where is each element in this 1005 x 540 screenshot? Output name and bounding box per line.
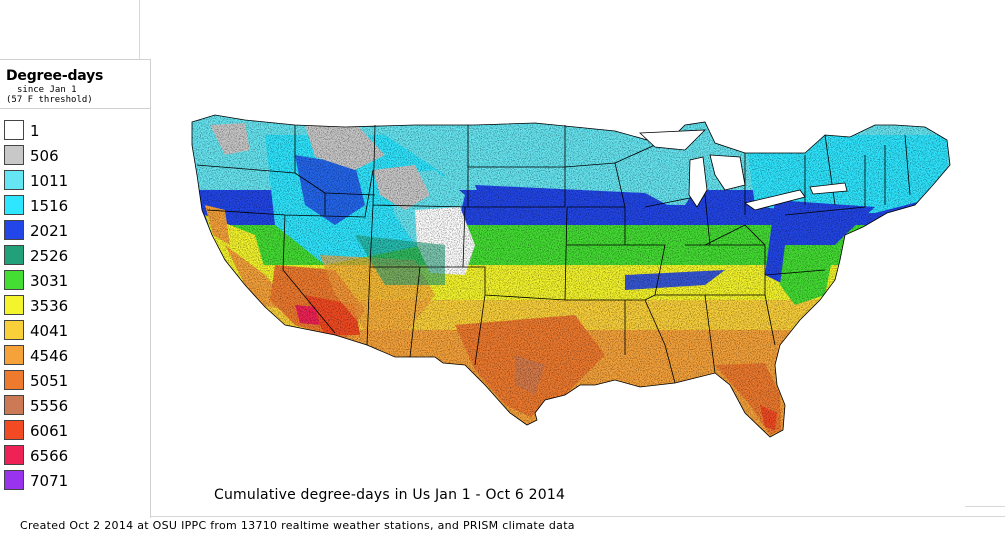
legend-item: 4041 [4, 320, 144, 340]
legend-value: 4041 [30, 322, 69, 340]
legend-item: 3536 [4, 295, 144, 315]
legend-swatch [4, 345, 24, 365]
legend-value: 6566 [30, 447, 69, 465]
legend-swatch [4, 445, 24, 465]
legend-swatch [4, 120, 24, 140]
legend-item: 6566 [4, 445, 144, 465]
legend-value: 5556 [30, 397, 69, 415]
legend-panel: Degree-days since Jan 1 (57 F threshold)… [0, 59, 151, 518]
legend-value: 4546 [30, 347, 69, 365]
legend-item: 1011 [4, 170, 144, 190]
legend-value: 1 [30, 122, 40, 140]
legend-item: 1516 [4, 195, 144, 215]
legend-swatch [4, 320, 24, 340]
legend-swatch [4, 395, 24, 415]
legend-swatch [4, 270, 24, 290]
legend-value: 2021 [30, 222, 69, 240]
legend-swatch [4, 195, 24, 215]
temperature-fill [192, 115, 950, 437]
legend-swatch [4, 145, 24, 165]
degree-day-map [191, 114, 951, 438]
legend-subtitle-period: since Jan 1 [17, 85, 77, 95]
great-lakes [639, 129, 848, 211]
legend-header: Degree-days since Jan 1 (57 F threshold) [0, 60, 150, 109]
legend-subtitle-threshold: (57 F threshold) [6, 95, 93, 105]
legend-swatch [4, 245, 24, 265]
legend-value: 3536 [30, 297, 69, 315]
map-title: Cumulative degree-days in Us Jan 1 - Oct… [214, 487, 566, 503]
legend-item: 5051 [4, 370, 144, 390]
legend-item: 5556 [4, 395, 144, 415]
legend-item: 6061 [4, 420, 144, 440]
legend-value: 5051 [30, 372, 69, 390]
legend-item: 506 [4, 145, 144, 165]
frame-divider-vertical [139, 0, 140, 59]
legend-item: 2021 [4, 220, 144, 240]
legend-swatch [4, 470, 24, 490]
legend-item: 1 [4, 120, 144, 140]
footer-credit: Created Oct 2 2014 at OSU IPPC from 1371… [20, 519, 575, 532]
legend-value: 1011 [30, 172, 69, 190]
frame-divider-right [965, 506, 1005, 507]
legend-value: 3031 [30, 272, 69, 290]
legend-value: 6061 [30, 422, 69, 440]
legend-title: Degree-days [6, 68, 104, 84]
legend-item: 2526 [4, 245, 144, 265]
legend-item: 3031 [4, 270, 144, 290]
legend-value: 1516 [30, 197, 69, 215]
legend-value: 2526 [30, 247, 69, 265]
legend-item: 7071 [4, 470, 144, 490]
legend-value: 506 [30, 147, 59, 165]
legend-item: 4546 [4, 345, 144, 365]
frame-divider-bottom [150, 516, 1005, 517]
legend-value: 7071 [30, 472, 69, 490]
legend-swatch [4, 170, 24, 190]
legend-swatch [4, 370, 24, 390]
legend-swatch [4, 295, 24, 315]
legend-swatch [4, 420, 24, 440]
legend-swatch [4, 220, 24, 240]
